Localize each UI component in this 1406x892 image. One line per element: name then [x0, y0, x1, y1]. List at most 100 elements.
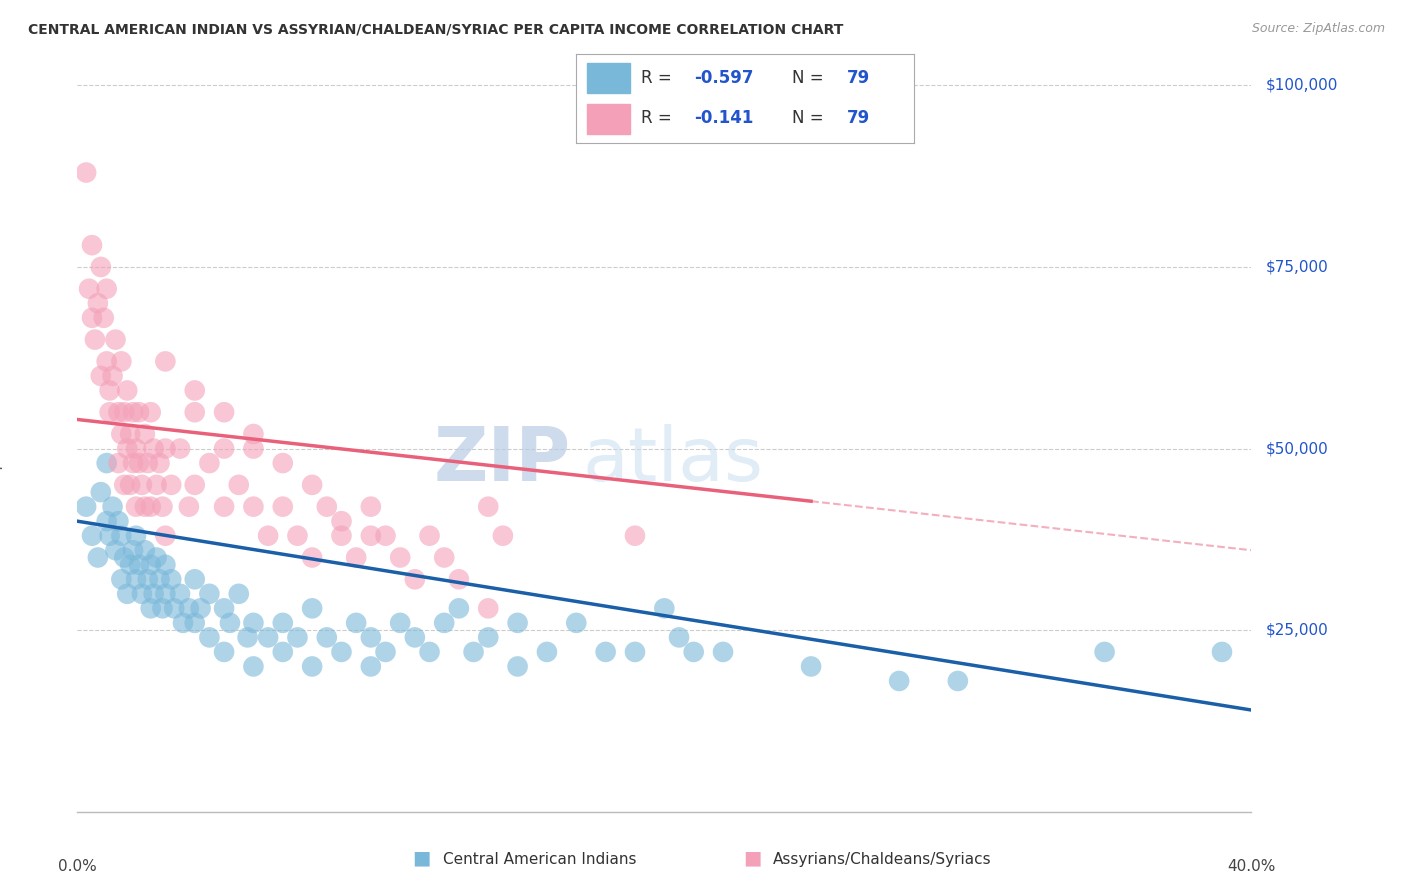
Text: ■: ■	[412, 848, 432, 867]
Text: R =: R =	[641, 69, 676, 87]
Text: $50,000: $50,000	[1265, 441, 1329, 456]
Point	[90, 485, 112, 500]
Text: ZIP: ZIP	[433, 425, 571, 498]
Point	[120, 478, 142, 492]
Text: $75,000: $75,000	[1265, 260, 1329, 275]
Point	[84, 333, 107, 347]
Point	[148, 572, 170, 586]
Point	[242, 659, 264, 673]
Point	[315, 500, 337, 514]
Point	[624, 645, 647, 659]
Point	[198, 631, 221, 645]
Point	[506, 615, 529, 630]
Point	[139, 558, 162, 572]
Point	[110, 529, 132, 543]
Point	[212, 442, 235, 456]
Text: atlas: atlas	[582, 425, 763, 498]
Point	[198, 587, 221, 601]
Point	[301, 601, 323, 615]
Point	[155, 529, 177, 543]
Point	[80, 529, 103, 543]
Point	[120, 558, 142, 572]
Point	[477, 631, 499, 645]
Point	[477, 500, 499, 514]
Point	[330, 645, 353, 659]
Point	[271, 500, 294, 514]
Point	[96, 354, 118, 368]
Point	[110, 427, 132, 442]
Point	[90, 260, 112, 274]
Point	[183, 405, 207, 419]
Point	[212, 405, 235, 419]
Point	[136, 572, 159, 586]
Point	[595, 645, 617, 659]
Point	[433, 615, 456, 630]
Point	[212, 500, 235, 514]
Point	[101, 500, 124, 514]
Point	[242, 442, 264, 456]
Point	[139, 601, 162, 615]
Point	[125, 572, 148, 586]
Point	[889, 673, 911, 688]
Point	[115, 442, 138, 456]
Point	[536, 645, 558, 659]
Point	[330, 529, 353, 543]
Point	[155, 354, 177, 368]
Point	[104, 543, 127, 558]
Point	[96, 282, 118, 296]
Text: 0.0%: 0.0%	[58, 859, 97, 874]
Point	[110, 572, 132, 586]
Point	[477, 601, 499, 615]
Point	[447, 572, 470, 586]
Point	[360, 631, 382, 645]
Point	[271, 615, 294, 630]
Point	[115, 587, 138, 601]
Point	[433, 550, 456, 565]
Point	[142, 587, 165, 601]
Text: $25,000: $25,000	[1265, 623, 1329, 638]
Point	[301, 478, 323, 492]
Point	[624, 529, 647, 543]
Point	[228, 587, 250, 601]
Point	[1094, 645, 1116, 659]
Point	[90, 368, 112, 383]
Point	[115, 384, 138, 398]
Point	[134, 543, 156, 558]
Point	[160, 572, 183, 586]
Point	[169, 442, 191, 456]
Point	[134, 427, 156, 442]
Text: Per Capita Income: Per Capita Income	[0, 378, 3, 518]
Point	[301, 550, 323, 565]
Point	[172, 615, 194, 630]
Point	[134, 500, 156, 514]
Point	[145, 550, 167, 565]
Point	[152, 601, 174, 615]
Point	[128, 558, 150, 572]
Point	[242, 615, 264, 630]
Text: 79: 79	[846, 109, 870, 128]
Point	[107, 514, 129, 528]
Point	[145, 478, 167, 492]
Point	[128, 456, 150, 470]
Point	[946, 673, 969, 688]
Point	[271, 645, 294, 659]
Point	[136, 456, 159, 470]
Point	[107, 405, 129, 419]
Point	[447, 601, 470, 615]
Point	[565, 615, 588, 630]
Point	[80, 310, 103, 325]
Point	[287, 631, 309, 645]
Point	[330, 514, 353, 528]
Point	[374, 529, 396, 543]
Point	[404, 631, 426, 645]
Point	[287, 529, 309, 543]
Point	[155, 558, 177, 572]
Text: R =: R =	[641, 109, 676, 128]
Point	[360, 529, 382, 543]
Text: 40.0%: 40.0%	[1227, 859, 1275, 874]
Point	[155, 587, 177, 601]
Point	[419, 645, 441, 659]
Point	[98, 405, 121, 419]
Point	[131, 478, 153, 492]
Point	[125, 529, 148, 543]
